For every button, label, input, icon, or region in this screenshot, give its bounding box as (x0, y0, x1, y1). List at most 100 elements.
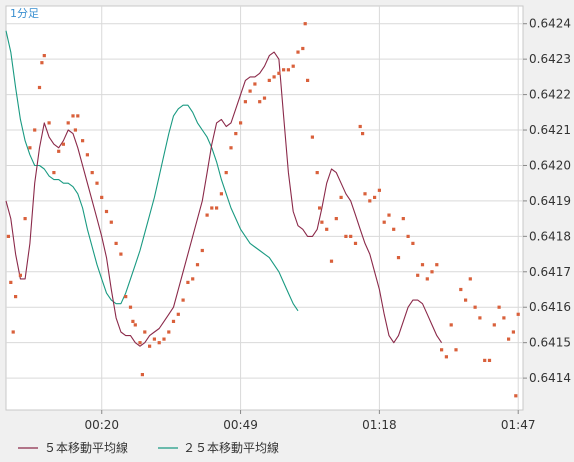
y-tick-label: 0.6424 (529, 17, 571, 31)
y-tick-label: 0.6417 (529, 265, 571, 279)
price-point (128, 305, 133, 309)
price-point (454, 348, 458, 352)
price-point (239, 121, 243, 125)
price-point (114, 241, 118, 245)
price-point (9, 280, 13, 284)
price-point (234, 132, 238, 136)
price-point (243, 100, 247, 104)
price-point (516, 312, 520, 316)
price-point (258, 100, 262, 104)
price-point (440, 348, 444, 352)
price-point (215, 206, 219, 210)
price-point (459, 287, 463, 292)
price-point (95, 181, 99, 185)
price-point (171, 319, 176, 323)
price-point (28, 146, 32, 150)
x-tick-label: 00:49 (223, 418, 258, 432)
price-point (339, 195, 343, 199)
price-point (73, 128, 77, 132)
price-point (52, 171, 56, 175)
price-point (478, 316, 482, 320)
price-point (411, 241, 415, 245)
price-point (6, 234, 10, 238)
x-tick-label: 01:18 (362, 418, 397, 432)
price-point (320, 220, 324, 224)
price-point (162, 337, 166, 341)
price-point (124, 295, 128, 299)
legend: ５本移動平均線 ２５本移動平均線 (18, 440, 279, 455)
price-point (296, 50, 300, 54)
legend-label-ma5: ５本移動平均線 (44, 440, 128, 455)
price-point (306, 78, 310, 82)
ma5-line (5, 51, 443, 347)
price-point (61, 142, 65, 146)
price-point (191, 277, 195, 281)
price-point (210, 206, 214, 210)
price-point (267, 78, 271, 82)
price-point (425, 277, 429, 281)
price-point (37, 85, 42, 90)
price-point (104, 209, 109, 214)
y-tick-label: 0.6420 (529, 158, 571, 172)
y-tick-label: 0.6422 (529, 88, 571, 102)
price-point (396, 256, 401, 260)
price-point (301, 46, 305, 51)
price-point (406, 234, 410, 238)
price-point (11, 330, 15, 334)
price-point (373, 195, 377, 199)
price-point (229, 146, 233, 150)
y-tick-label: 0.6416 (529, 300, 571, 314)
price-point (57, 149, 61, 153)
price-point (253, 82, 257, 86)
price-point (473, 305, 477, 309)
price-point (176, 312, 180, 316)
y-tick-label: 0.6414 (529, 371, 571, 385)
price-point (109, 220, 113, 224)
price-point (277, 71, 281, 75)
price-point (282, 68, 286, 72)
price-point (382, 220, 386, 224)
price-point (119, 252, 123, 256)
price-point (303, 22, 307, 26)
price-point (325, 227, 329, 231)
price-point (286, 68, 290, 72)
period-label: 1分足 (10, 7, 39, 20)
price-point (138, 341, 142, 345)
price-point (14, 295, 18, 299)
price-point (47, 121, 51, 125)
y-tick-label: 0.6421 (529, 123, 571, 137)
price-point (85, 153, 89, 157)
price-point (200, 248, 204, 253)
price-point (377, 188, 381, 192)
price-point (416, 273, 420, 277)
price-point (248, 89, 252, 93)
price-point (310, 135, 314, 139)
price-point (148, 344, 152, 348)
price-point (449, 323, 453, 327)
price-point (224, 171, 228, 175)
price-point (401, 217, 405, 221)
price-point (133, 323, 137, 327)
price-point (42, 54, 46, 58)
price-point (76, 114, 80, 118)
price-point (81, 139, 85, 143)
price-point (514, 394, 518, 398)
x-tick-label: 00:20 (84, 418, 119, 432)
price-point (363, 192, 367, 196)
y-tick-label: 0.6419 (529, 194, 571, 208)
price-point (131, 319, 135, 323)
price-point (483, 358, 487, 362)
price-point (464, 298, 468, 302)
price-point (358, 124, 362, 129)
price-point (18, 273, 22, 277)
price-point (315, 171, 319, 175)
price-point (167, 330, 171, 334)
x-axis-labels: 00:20 00:49 01:18 01:47 (84, 410, 536, 432)
price-point (66, 121, 70, 125)
price-point (181, 298, 185, 302)
ma25-line (5, 30, 299, 312)
price-point (272, 75, 276, 79)
price-point (502, 316, 506, 320)
price-point (318, 206, 322, 210)
